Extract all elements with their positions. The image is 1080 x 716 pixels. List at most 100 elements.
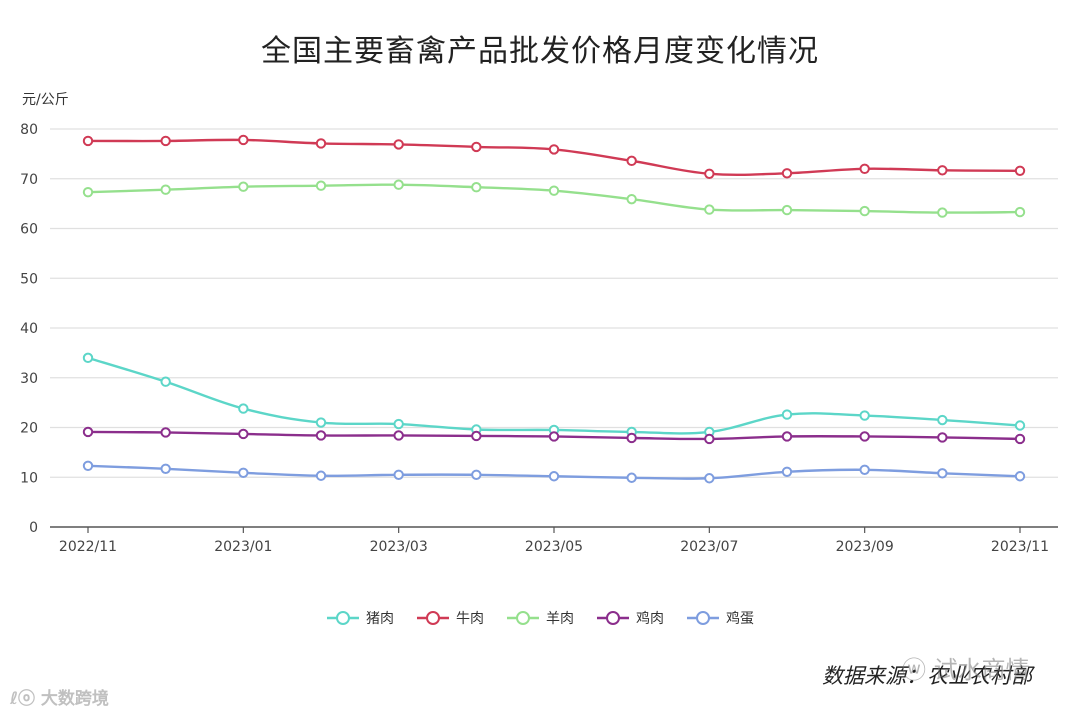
data-point[interactable]	[859, 464, 870, 475]
watermark-right: ⓦ 试水商情	[902, 656, 1030, 684]
data-point[interactable]	[704, 168, 715, 179]
data-point[interactable]	[937, 165, 948, 176]
data-point[interactable]	[937, 414, 948, 426]
y-tick-label: 60	[20, 222, 38, 238]
data-point[interactable]	[160, 427, 171, 438]
x-tick-label: 2022/11	[59, 539, 117, 555]
legend-item[interactable]: 羊肉	[506, 608, 574, 628]
legend-label: 羊肉	[546, 611, 574, 627]
data-point[interactable]	[315, 180, 327, 191]
data-point[interactable]	[471, 182, 482, 193]
data-point[interactable]	[160, 184, 171, 195]
data-point[interactable]	[1014, 206, 1026, 218]
data-point[interactable]	[238, 134, 249, 146]
data-point[interactable]	[393, 430, 404, 441]
data-point[interactable]	[238, 428, 249, 440]
data-point[interactable]	[238, 403, 249, 414]
legend-swatch-icon	[507, 611, 539, 625]
data-point[interactable]	[859, 410, 870, 421]
y-tick-label: 50	[20, 271, 38, 287]
data-point[interactable]	[859, 205, 870, 217]
legend-swatch-icon	[417, 611, 449, 625]
data-point[interactable]	[548, 431, 560, 442]
data-point[interactable]	[315, 138, 327, 149]
x-tick-label: 2023/01	[214, 539, 272, 555]
legend-label: 牛肉	[456, 611, 484, 627]
data-point[interactable]	[393, 418, 404, 430]
data-point[interactable]	[859, 163, 870, 175]
data-point[interactable]	[393, 469, 404, 480]
series-line-0	[87, 356, 1021, 435]
data-point[interactable]	[315, 470, 327, 481]
data-point[interactable]	[859, 431, 870, 442]
legend-swatch-icon	[327, 611, 359, 625]
data-point[interactable]	[626, 432, 637, 444]
data-point[interactable]	[626, 472, 637, 483]
data-point[interactable]	[471, 141, 482, 153]
data-point[interactable]	[1014, 165, 1026, 176]
data-point[interactable]	[1014, 420, 1026, 431]
data-point[interactable]	[393, 179, 404, 190]
legend-item[interactable]: 猪肉	[326, 608, 394, 628]
data-point[interactable]	[238, 467, 249, 478]
legend-swatch-icon	[687, 611, 719, 625]
x-tick-label: 2023/03	[370, 539, 428, 555]
y-tick-label: 0	[29, 520, 38, 536]
data-point[interactable]	[548, 144, 560, 155]
y-tick-label: 20	[20, 421, 38, 437]
data-point[interactable]	[626, 193, 637, 205]
data-point[interactable]	[238, 181, 249, 192]
data-point[interactable]	[160, 376, 171, 387]
data-point[interactable]	[704, 473, 715, 484]
data-point[interactable]	[82, 135, 94, 147]
data-point[interactable]	[704, 433, 715, 445]
data-point[interactable]	[315, 417, 327, 428]
data-point[interactable]	[471, 469, 482, 480]
data-point[interactable]	[471, 430, 482, 442]
data-point[interactable]	[160, 463, 171, 474]
legend-item[interactable]: 鸡肉	[596, 608, 664, 628]
data-point[interactable]	[548, 185, 560, 196]
data-point[interactable]	[781, 466, 793, 477]
legend-item[interactable]: 牛肉	[416, 608, 484, 628]
data-point[interactable]	[626, 155, 637, 167]
x-tick-label: 2023/07	[680, 539, 738, 555]
data-point[interactable]	[82, 186, 94, 198]
legend: 猪肉 牛肉 羊肉 鸡肉 鸡蛋	[0, 608, 1080, 628]
chart-title: 全国主要畜禽产品批发价格月度变化情况	[261, 34, 819, 69]
data-point[interactable]	[1014, 471, 1026, 482]
data-point[interactable]	[937, 432, 948, 443]
data-point[interactable]	[937, 207, 948, 218]
data-point[interactable]	[704, 204, 715, 215]
source-note: 数据来源：农业农村部	[822, 664, 1032, 688]
y-tick-label: 80	[20, 122, 38, 138]
data-point[interactable]	[393, 139, 404, 150]
y-tick-label: 40	[20, 321, 38, 337]
y-tick-label: 10	[20, 470, 38, 486]
watermark-left: ℓⓞ 大数跨境	[10, 689, 109, 709]
data-point[interactable]	[781, 168, 793, 179]
data-point[interactable]	[82, 352, 94, 364]
data-point[interactable]	[548, 471, 560, 482]
data-point[interactable]	[160, 135, 171, 147]
data-point[interactable]	[82, 460, 94, 472]
legend-label: 鸡蛋	[726, 611, 754, 627]
data-point[interactable]	[781, 204, 793, 216]
data-point[interactable]	[1014, 433, 1026, 445]
axes: 0 10 20 30 40 50 60 70 80 2022/11 2023/01 2023/03 20…	[20, 122, 1058, 555]
data-point[interactable]	[315, 430, 327, 441]
legend-item[interactable]: 鸡蛋	[686, 608, 754, 628]
x-tick-label: 2023/09	[836, 539, 894, 555]
x-tick-label: 2023/05	[525, 539, 583, 555]
legend-swatch-icon	[597, 611, 629, 625]
data-point[interactable]	[82, 426, 94, 438]
legend-label: 鸡肉	[636, 611, 664, 627]
y-tick-label: 70	[20, 172, 38, 188]
data-point[interactable]	[937, 468, 948, 479]
y-tick-label: 30	[20, 371, 38, 387]
data-point[interactable]	[781, 409, 793, 420]
legend-label: 猪肉	[366, 611, 394, 627]
data-point[interactable]	[781, 431, 793, 442]
series-points	[82, 134, 1026, 484]
y-axis-label: 元/公斤	[22, 92, 69, 108]
